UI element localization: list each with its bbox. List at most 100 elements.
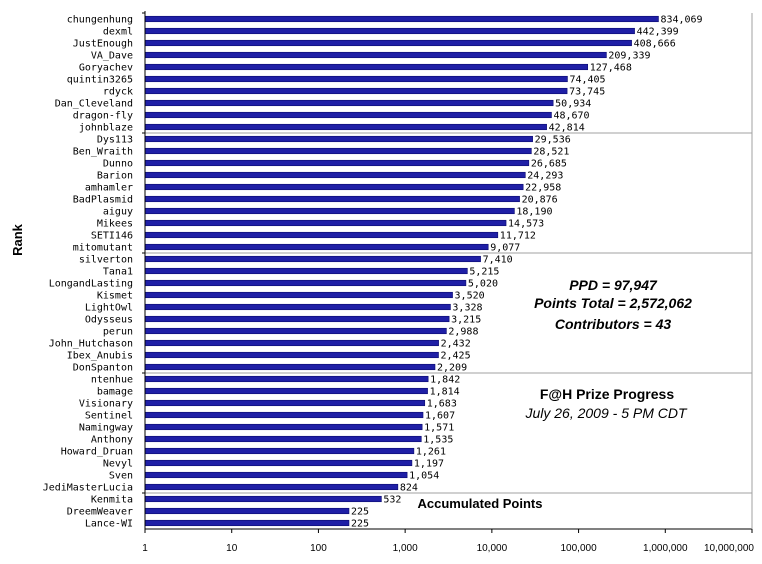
category-label: Dunno — [103, 159, 133, 170]
bar — [144, 111, 552, 119]
bar — [144, 495, 382, 503]
category-label: quintin3265 — [67, 75, 133, 86]
bar — [144, 471, 408, 479]
ppd-stat: PPD = 97,947 — [569, 277, 658, 293]
chart-title: F@H Prize Progress — [540, 386, 674, 402]
x-tick-labels: 1 10 100 1,000 10,000 100,000 1,000,000 10,000,… — [142, 543, 754, 554]
category-label: Dan_Cleveland — [55, 99, 133, 110]
category-label: Odysseus — [85, 315, 133, 326]
bar — [144, 27, 635, 35]
category-label: DonSpanton — [73, 363, 133, 374]
category-label: Kenmita — [91, 495, 133, 506]
data-label: 225 — [351, 519, 369, 530]
points-total-stat: Points Total = 2,572,062 — [534, 295, 692, 311]
data-label: 408,666 — [634, 39, 676, 50]
bar — [144, 195, 520, 203]
category-label: Howard_Druan — [61, 447, 133, 458]
bar — [144, 87, 568, 95]
bar — [144, 303, 451, 311]
data-label: 1,814 — [430, 387, 460, 398]
data-label: 50,934 — [555, 99, 591, 110]
data-label: 127,468 — [590, 63, 632, 74]
data-label: 5,020 — [468, 279, 498, 290]
bar — [144, 219, 507, 227]
data-label: 209,339 — [608, 51, 650, 62]
category-label: johnblaze — [79, 123, 133, 134]
data-label: 22,958 — [525, 183, 561, 194]
value-labels: 834,069442,399408,666209,339127,46874,40… — [351, 15, 703, 530]
category-label: JediMasterLucia — [43, 483, 133, 494]
data-label: 834,069 — [660, 15, 702, 26]
bar — [144, 507, 350, 515]
category-label: LongandLasting — [49, 279, 133, 290]
category-label: Dys113 — [97, 135, 133, 146]
data-label: 2,209 — [437, 363, 467, 374]
data-label: 2,988 — [448, 327, 478, 338]
bar — [144, 231, 499, 239]
bar — [144, 483, 399, 491]
category-label: Barion — [97, 171, 133, 182]
category-label: LightOwl — [85, 303, 133, 314]
category-label: rdyck — [103, 87, 133, 98]
bar — [144, 207, 515, 215]
bar — [144, 135, 533, 143]
data-label: 18,190 — [516, 207, 552, 218]
bar — [144, 267, 468, 275]
category-label: VA_Dave — [91, 51, 133, 62]
data-label: 225 — [351, 507, 369, 518]
bar — [144, 375, 429, 383]
data-label: 1,683 — [427, 399, 457, 410]
category-label: Anthony — [91, 435, 133, 446]
data-label: 2,425 — [441, 351, 471, 362]
contributors-stat: Contributors = 43 — [555, 316, 672, 332]
bar — [144, 51, 607, 59]
data-label: 11,712 — [500, 231, 536, 242]
category-label: Nevyl — [103, 459, 133, 470]
data-label: 3,520 — [455, 291, 485, 302]
data-label: 442,399 — [637, 27, 679, 38]
bar — [144, 447, 415, 455]
category-label: Tana1 — [103, 267, 133, 278]
category-labels: chungenhungdexmlJustEnoughVA_DaveGoryach… — [43, 15, 133, 530]
data-label: 532 — [383, 495, 401, 506]
bar — [144, 99, 554, 107]
category-label: BadPlasmid — [73, 195, 133, 206]
data-label: 73,745 — [569, 87, 605, 98]
category-label: Sentinel — [85, 411, 133, 422]
x-tick-label: 1,000 — [393, 543, 418, 554]
bar — [144, 315, 450, 323]
category-label: aiguy — [103, 207, 133, 218]
data-label: 28,521 — [533, 147, 569, 158]
data-label: 1,261 — [416, 447, 446, 458]
bar — [144, 339, 439, 347]
bar — [144, 243, 489, 251]
x-tick-label: 100,000 — [560, 543, 597, 554]
data-label: 42,814 — [549, 123, 585, 134]
x-tick-label: 1,000,000 — [643, 543, 688, 554]
data-label: 1,535 — [423, 435, 453, 446]
bar — [144, 123, 547, 131]
bar — [144, 75, 568, 83]
category-label: Kismet — [97, 291, 133, 302]
category-label: Sven — [109, 471, 133, 482]
data-label: 9,077 — [490, 243, 520, 254]
bar — [144, 459, 413, 467]
category-label: DreemWeaver — [67, 507, 133, 518]
bar — [144, 63, 589, 71]
bar — [144, 291, 453, 299]
data-label: 3,215 — [451, 315, 481, 326]
category-label: JustEnough — [73, 39, 133, 50]
data-label: 7,410 — [483, 255, 513, 266]
category-label: SETI146 — [91, 231, 133, 242]
bar — [144, 423, 423, 431]
category-label: perun — [103, 327, 133, 338]
data-label: 2,432 — [441, 339, 471, 350]
bar — [144, 435, 422, 443]
bar — [144, 279, 467, 287]
chart-caption: Accumulated Points — [418, 496, 543, 511]
bar — [144, 519, 350, 527]
category-label: Visionary — [79, 399, 133, 410]
data-label: 5,215 — [469, 267, 499, 278]
bar — [144, 399, 426, 407]
